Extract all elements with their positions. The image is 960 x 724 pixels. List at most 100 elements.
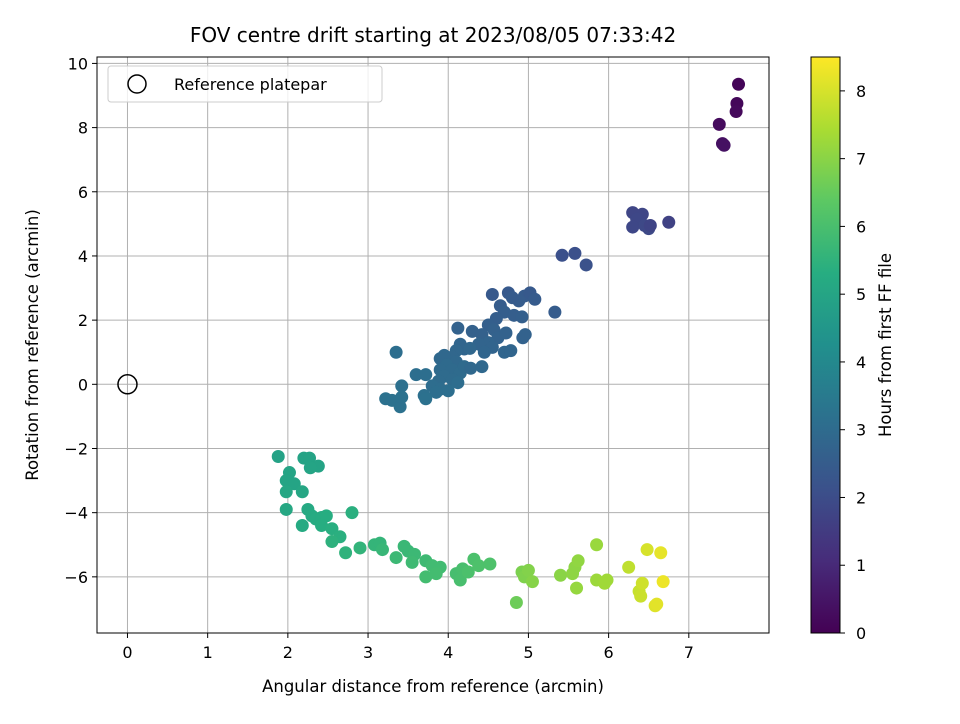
colorbar-tick-label: 0 — [856, 624, 866, 643]
data-point — [504, 344, 518, 358]
legend: Reference platepar — [107, 65, 383, 103]
data-point — [453, 573, 467, 587]
data-point — [554, 568, 568, 582]
data-point — [600, 573, 614, 587]
data-point — [345, 506, 359, 520]
data-point — [463, 341, 477, 355]
colorbar-frame — [810, 56, 841, 634]
data-point — [509, 596, 523, 610]
colorbar-tick-label: 4 — [856, 353, 866, 372]
data-point — [548, 305, 562, 319]
data-point — [464, 361, 478, 375]
data-point — [395, 379, 409, 393]
colorbar-tick-label: 1 — [856, 556, 866, 575]
data-point — [271, 450, 285, 464]
colorbar-tick-label: 8 — [856, 82, 866, 101]
data-point — [650, 597, 664, 611]
data-point — [279, 502, 293, 516]
x-tick-label: 0 — [122, 643, 132, 662]
data-point — [622, 560, 636, 574]
data-point — [389, 345, 403, 359]
data-point — [568, 246, 582, 260]
x-axis-label: Angular distance from reference (arcmin) — [262, 677, 604, 696]
data-point — [515, 310, 529, 324]
data-point — [579, 258, 593, 272]
y-tick-label: 4 — [78, 247, 88, 266]
data-point — [483, 557, 497, 571]
data-point — [635, 576, 649, 590]
data-point — [339, 546, 353, 560]
data-point — [319, 509, 333, 523]
colorbar-tick-label: 2 — [856, 488, 866, 507]
plot-frame — [96, 56, 770, 634]
y-tick-label: 6 — [78, 183, 88, 202]
data-point — [389, 551, 403, 565]
data-point — [518, 328, 532, 342]
y-tick-label: −2 — [64, 439, 88, 458]
data-point — [528, 292, 542, 306]
y-tick-label: −6 — [64, 568, 88, 587]
data-points — [271, 77, 746, 613]
data-point — [303, 461, 317, 475]
data-point — [409, 368, 423, 382]
data-point — [429, 385, 443, 399]
data-point — [475, 360, 489, 374]
y-axis-label: Rotation from reference (arcmin) — [23, 209, 42, 481]
legend-marker-reference — [127, 74, 147, 94]
colorbar-tick-label: 5 — [856, 285, 866, 304]
data-point — [485, 287, 499, 301]
y-tick-label: 8 — [78, 119, 88, 138]
y-tick-label: 10 — [68, 54, 88, 73]
data-point — [279, 485, 293, 499]
data-point — [287, 477, 301, 491]
reference-platepar-marker — [117, 374, 138, 395]
colorbar-tick-label: 3 — [856, 421, 866, 440]
legend-box — [107, 65, 383, 103]
x-tick-label: 1 — [203, 643, 213, 662]
data-point — [732, 77, 746, 91]
colorbar-label: Hours from first FF file — [876, 253, 895, 437]
data-point — [555, 248, 569, 262]
data-point — [395, 390, 409, 404]
data-point — [640, 543, 654, 557]
data-point — [656, 575, 670, 589]
x-tick-label: 7 — [684, 643, 694, 662]
data-point — [461, 565, 475, 579]
data-point — [626, 220, 640, 234]
data-point — [477, 345, 491, 359]
reference-marker-group — [117, 374, 138, 395]
data-point — [315, 519, 329, 533]
x-tick-label: 4 — [443, 643, 453, 662]
data-point — [662, 215, 676, 229]
y-tick-label: 2 — [78, 311, 88, 330]
data-point — [419, 570, 433, 584]
data-point — [295, 519, 309, 533]
data-point — [571, 554, 585, 568]
y-tick-label: 0 — [78, 375, 88, 394]
colorbar-tick-label: 6 — [856, 217, 866, 236]
y-tick-label: −4 — [64, 504, 88, 523]
data-point — [441, 384, 455, 398]
data-point — [521, 563, 535, 577]
x-tick-label: 3 — [363, 643, 373, 662]
data-point — [419, 392, 433, 406]
data-point — [472, 559, 486, 573]
data-point — [525, 575, 539, 589]
data-point — [729, 105, 743, 119]
data-point — [429, 567, 443, 581]
data-point — [353, 541, 367, 555]
data-point — [375, 543, 389, 557]
data-point — [712, 117, 726, 131]
grid-lines — [97, 57, 769, 633]
x-axis-ticks: 0 1 2 3 4 5 6 7 — [122, 633, 694, 662]
data-point — [634, 589, 648, 603]
data-point — [505, 291, 519, 305]
x-tick-label: 6 — [604, 643, 614, 662]
data-point — [295, 485, 309, 499]
chart-title: FOV centre drift starting at 2023/08/05 … — [190, 23, 676, 47]
legend-label-reference: Reference platepar — [174, 75, 327, 94]
colorbar-tick-label: 7 — [856, 150, 866, 169]
data-point — [303, 451, 317, 465]
x-tick-label: 2 — [283, 643, 293, 662]
